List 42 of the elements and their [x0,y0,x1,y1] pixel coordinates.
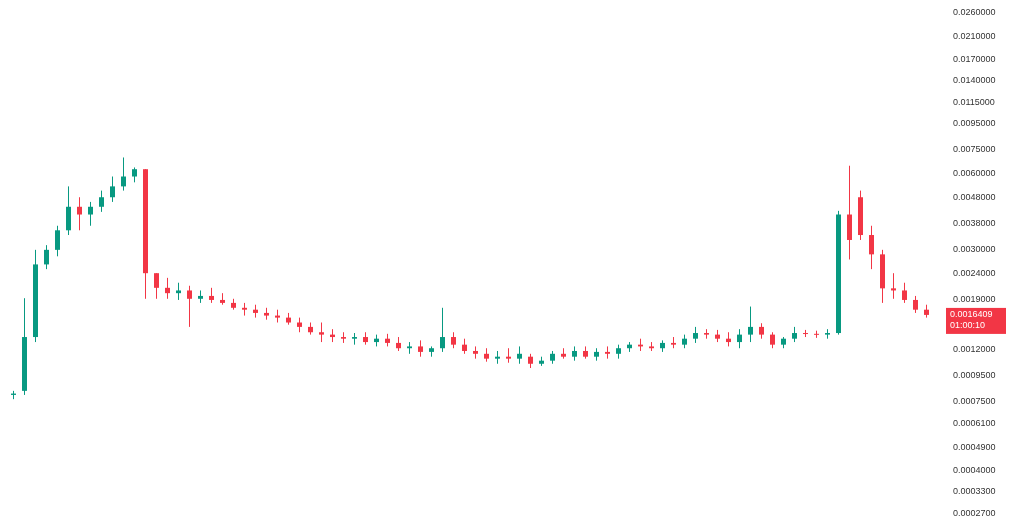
y-tick-label: 0.0140000 [953,75,996,86]
y-tick-label: 0.0075000 [953,143,996,154]
y-tick-label: 0.0009500 [953,369,996,380]
y-tick-label: 0.0210000 [953,30,996,41]
candlestick [748,306,753,343]
candlestick [66,185,71,236]
y-tick-label: 0.0170000 [953,53,996,64]
y-tick-label: 0.0004000 [953,464,996,475]
candlestick [187,285,192,328]
candlestick [319,322,324,343]
candlestick [88,201,93,227]
y-tick-label: 0.0260000 [953,7,996,18]
y-tick-label: 0.0060000 [953,167,996,178]
y-tick-label: 0.0003300 [953,485,996,496]
y-tick-label: 0.0007500 [953,395,996,406]
candlestick [902,282,907,304]
candlestick [869,225,874,270]
y-tick-label: 0.0048000 [953,192,996,203]
candlestick [110,176,115,203]
candlestick [165,277,170,300]
candlestick [77,196,82,231]
candlestick [121,156,126,192]
candlestick [737,328,742,349]
y-tick-label: 0.0004900 [953,442,996,453]
y-tick-label: 0.0019000 [953,293,996,304]
candlestick [55,225,60,257]
y-tick-label: 0.0012000 [953,344,996,355]
candlestick [154,272,159,300]
y-tick-label: 0.0030000 [953,243,996,254]
candlestick [605,345,610,360]
y-tick-label: 0.0115000 [953,96,995,107]
candlestick [44,244,49,270]
candlestick [99,190,104,213]
y-tick-label: 0.0006100 [953,418,996,429]
candlestick [440,307,445,353]
y-tick-label: 0.0038000 [953,218,996,229]
text: 01:00:10 [950,319,986,330]
y-tick-label: 0.0002700 [953,507,996,518]
text: 0.0016409 [950,308,993,319]
candlestick [891,272,896,300]
y-tick-label: 0.0024000 [953,268,996,279]
y-tick-label: 0.0095000 [953,117,996,128]
